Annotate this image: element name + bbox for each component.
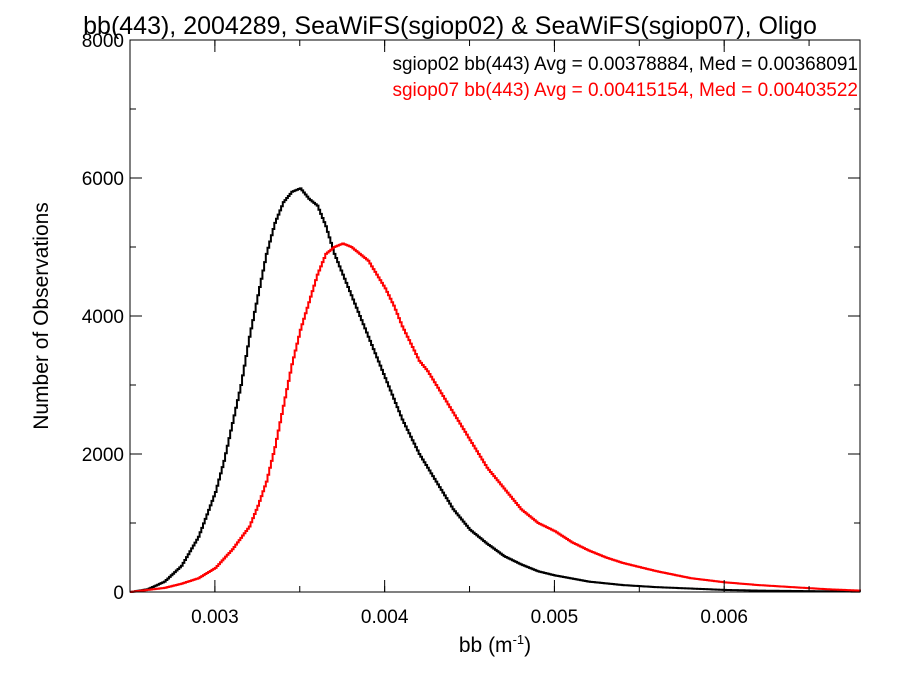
series-line-1 xyxy=(130,187,861,593)
chart-title: bb(443), 2004289, SeaWiFS(sgiop02) & Sea… xyxy=(83,12,817,40)
y-tick-label: 2000 xyxy=(82,445,124,466)
y-tick-label: 6000 xyxy=(82,169,124,190)
x-axis-label: bb (m-1) xyxy=(459,632,531,657)
y-axis-label: Number of Observations xyxy=(30,202,53,430)
y-tick-label: 0 xyxy=(113,583,124,604)
y-tick-label: 8000 xyxy=(82,31,124,52)
series-layer xyxy=(130,187,861,593)
x-tick-label: 0.004 xyxy=(361,607,409,628)
legend: sgiop02 bb(443) Avg = 0.00378884, Med = … xyxy=(392,54,858,101)
x-axis-label-base: bb (m xyxy=(459,634,513,657)
series-line-2 xyxy=(130,242,861,593)
x-tick-label: 0.003 xyxy=(191,607,239,628)
x-axis-label-superscript: -1 xyxy=(513,632,525,647)
x-tick-label: 0.006 xyxy=(700,607,748,628)
y-tick-label: 4000 xyxy=(82,307,124,328)
x-tick-label: 0.005 xyxy=(531,607,579,628)
legend-entry-2: sgiop07 bb(443) Avg = 0.00415154, Med = … xyxy=(392,80,858,101)
axis-ticks: 0.003 0.004 0.005 0.006 0 2000 4000 6000 8000 xyxy=(82,31,860,628)
x-axis-label-tail: ) xyxy=(524,634,531,657)
plot-frame xyxy=(129,39,861,593)
legend-entry-1: sgiop02 bb(443) Avg = 0.00378884, Med = … xyxy=(392,54,858,75)
